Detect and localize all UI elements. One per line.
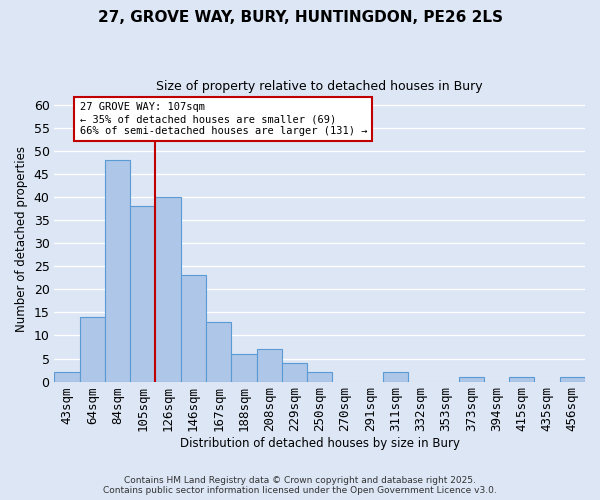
Bar [282, 363, 307, 382]
Bar [307, 372, 332, 382]
Bar [458, 377, 484, 382]
Title: Size of property relative to detached houses in Bury: Size of property relative to detached ho… [157, 80, 483, 93]
Y-axis label: Number of detached properties: Number of detached properties [15, 146, 28, 332]
Bar [231, 354, 257, 382]
Bar [105, 160, 130, 382]
Bar [181, 276, 206, 382]
Bar [206, 322, 231, 382]
Text: 27, GROVE WAY, BURY, HUNTINGDON, PE26 2LS: 27, GROVE WAY, BURY, HUNTINGDON, PE26 2L… [97, 10, 503, 25]
Bar [130, 206, 155, 382]
Bar [155, 197, 181, 382]
Bar [509, 377, 535, 382]
Bar [560, 377, 585, 382]
Text: 27 GROVE WAY: 107sqm
← 35% of detached houses are smaller (69)
66% of semi-detac: 27 GROVE WAY: 107sqm ← 35% of detached h… [80, 102, 367, 136]
Bar [383, 372, 408, 382]
Bar [80, 317, 105, 382]
X-axis label: Distribution of detached houses by size in Bury: Distribution of detached houses by size … [180, 437, 460, 450]
Text: Contains HM Land Registry data © Crown copyright and database right 2025.
Contai: Contains HM Land Registry data © Crown c… [103, 476, 497, 495]
Bar [55, 372, 80, 382]
Bar [257, 350, 282, 382]
